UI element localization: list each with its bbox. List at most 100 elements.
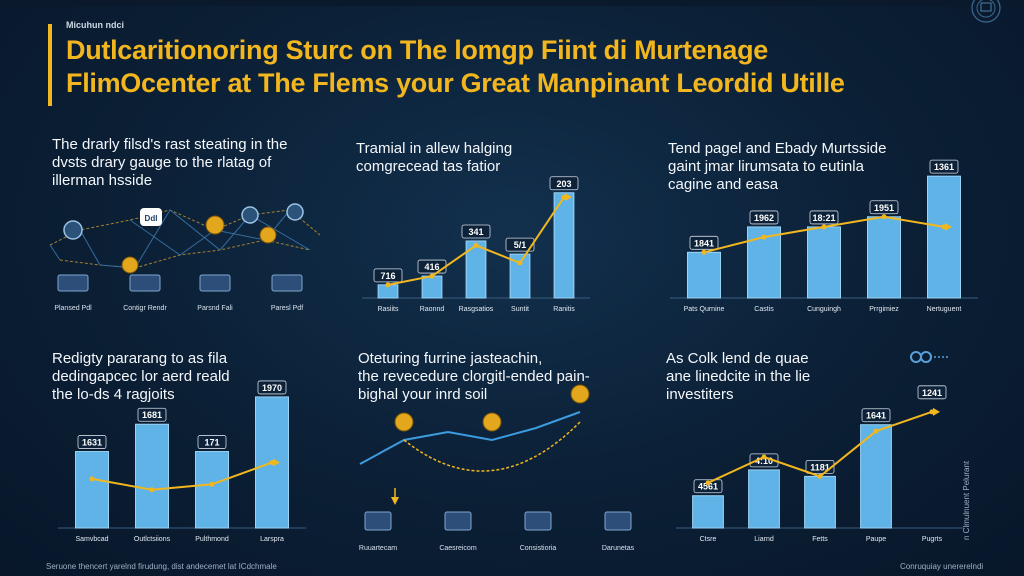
category-label: Raonnd (420, 306, 445, 313)
network-diagram: Ddl Plansed Pdl Contigr Rendr Parsnd Fal… (49, 203, 321, 312)
node-icon (241, 206, 259, 224)
category-label: Larspra (260, 536, 284, 543)
bar (692, 495, 724, 529)
server-icon (604, 511, 632, 531)
value-label: 1681 (142, 410, 162, 420)
coin-icon (482, 412, 502, 432)
server-icon (271, 274, 303, 292)
value-label: 18:21 (812, 213, 835, 223)
category-label: Outlctsiions (134, 536, 171, 543)
server-icon (199, 274, 231, 292)
category-label: Ranitis (553, 306, 575, 313)
x-label: Caesreicom (439, 545, 477, 552)
value-label: 5/1 (514, 240, 527, 250)
panel-5-line: bighal your inrd soil (358, 386, 488, 403)
category-label: Castis (754, 306, 774, 313)
bar (867, 216, 901, 299)
server-icon (444, 511, 472, 531)
bar-chart-panel-3: 1841 Pats Qurnine 1962 Castis 18:21 Cunguingh… (670, 159, 978, 313)
coin-icon (259, 226, 277, 244)
bar (75, 451, 109, 529)
trend-point (385, 282, 391, 288)
trend-point (149, 487, 155, 493)
panel-4-line: dedingapcec lor aerd reald (52, 368, 230, 385)
page-title: Dutlcaritionoring Sturc on The lomgp Fii… (66, 34, 966, 100)
trend-arrow-icon (933, 407, 940, 416)
server-label: Parsnd Fali (197, 305, 233, 312)
value-label: 416 (424, 262, 439, 272)
value-label-box (749, 210, 779, 225)
bar (804, 475, 836, 529)
value-label: 1970 (262, 383, 282, 393)
trend-arrow-icon (273, 458, 280, 467)
panel-1-line: illerman hsside (52, 172, 153, 189)
server-icon (57, 274, 89, 292)
category-label: Rasgsatios (459, 306, 494, 313)
globe-emblem-icon (971, 0, 1001, 23)
trend-arrow-icon (945, 222, 952, 231)
server-label: Contigr Rendr (123, 305, 167, 312)
side-vertical-label: n Clmulnuent Pelurant (962, 460, 971, 540)
value-label: 203 (556, 179, 571, 189)
top-strip (0, 0, 1024, 6)
dashed-arc (403, 421, 581, 472)
value-label: 1951 (874, 203, 894, 213)
server-icon (129, 274, 161, 292)
category-label: Paupe (866, 536, 886, 543)
trend-point (209, 481, 215, 487)
bar (421, 275, 443, 299)
panel-4-line: the lo-ds 4 ragjoits (52, 386, 175, 403)
value-label: 1361 (934, 162, 954, 172)
bar (807, 226, 841, 299)
value-label: 4:10 (755, 456, 773, 466)
coin-icon (394, 412, 414, 432)
category-label: Pugrts (922, 536, 943, 543)
panel-4-line: Redigty pararang to as fila (52, 350, 228, 367)
trend-point (881, 214, 887, 220)
value-label-box (77, 435, 107, 449)
network-nodes: Ddl (63, 203, 304, 274)
category-label: Prrgimiez (869, 306, 899, 313)
value-label: 1962 (754, 213, 774, 223)
panel-2-line: Tramial in allew halging (356, 140, 513, 157)
category-label: Cunguingh (807, 306, 841, 313)
line-chart-panel-5: Ruuartecam Caesreicom Consistioria Daruneta… (359, 384, 635, 552)
value-label: 716 (380, 271, 395, 281)
value-label-box (137, 407, 167, 422)
value-label-box (197, 435, 227, 449)
bar (748, 469, 780, 529)
trend-line (91, 461, 273, 491)
server-icon (364, 511, 392, 531)
bar-chart-panel-2: 716 Rasiits 416 Raonnd 341 Rasgsatios 5/1 Sunti… (362, 176, 590, 313)
value-label: 1241 (922, 388, 942, 398)
bar (687, 251, 721, 299)
trend-point (517, 260, 523, 266)
arrow-up-icon (391, 497, 399, 505)
bar (135, 423, 169, 529)
value-label: 1631 (82, 438, 102, 448)
panel-4-caption: Redigty pararang to as fila dedingapcec … (52, 350, 312, 404)
bar-chart-panel-6: 4561 Ctsre 4:10 Liarnd 1181 Fetts 1641 Paupe 124… (676, 385, 964, 543)
panel-1-line: dvsts drary gauge to the rlatag of (52, 154, 272, 171)
value-label: 4561 (698, 482, 718, 492)
panel-6-line: As Colk lend de quae (666, 350, 809, 367)
value-label-box (549, 176, 579, 191)
panel-3-caption: Tend pagel and Ebady Murtsside gaint jma… (668, 140, 908, 194)
value-label-box (749, 453, 779, 468)
bar-chart-panel-4: 1631 Samvbcad 1681 Outlctsiions 171 Pulthmond… (58, 380, 306, 543)
x-label: Darunetas (602, 545, 635, 552)
series-line (359, 411, 581, 465)
panel-2-line: comgrecead tas fatior (356, 158, 501, 175)
value-label: 1641 (866, 411, 886, 421)
value-label-box (461, 224, 491, 239)
category-label: Suntit (511, 306, 529, 313)
trend-point (821, 224, 827, 230)
title-accent-bar (48, 24, 52, 106)
bar (927, 175, 961, 299)
trend-point (705, 480, 711, 486)
category-label: Pats Qurnine (684, 306, 725, 313)
panel-1-caption: The drarly filsd's rast steating in the … (52, 136, 312, 190)
trend-point (701, 249, 707, 255)
value-label-box (809, 210, 839, 225)
bar (195, 451, 229, 529)
